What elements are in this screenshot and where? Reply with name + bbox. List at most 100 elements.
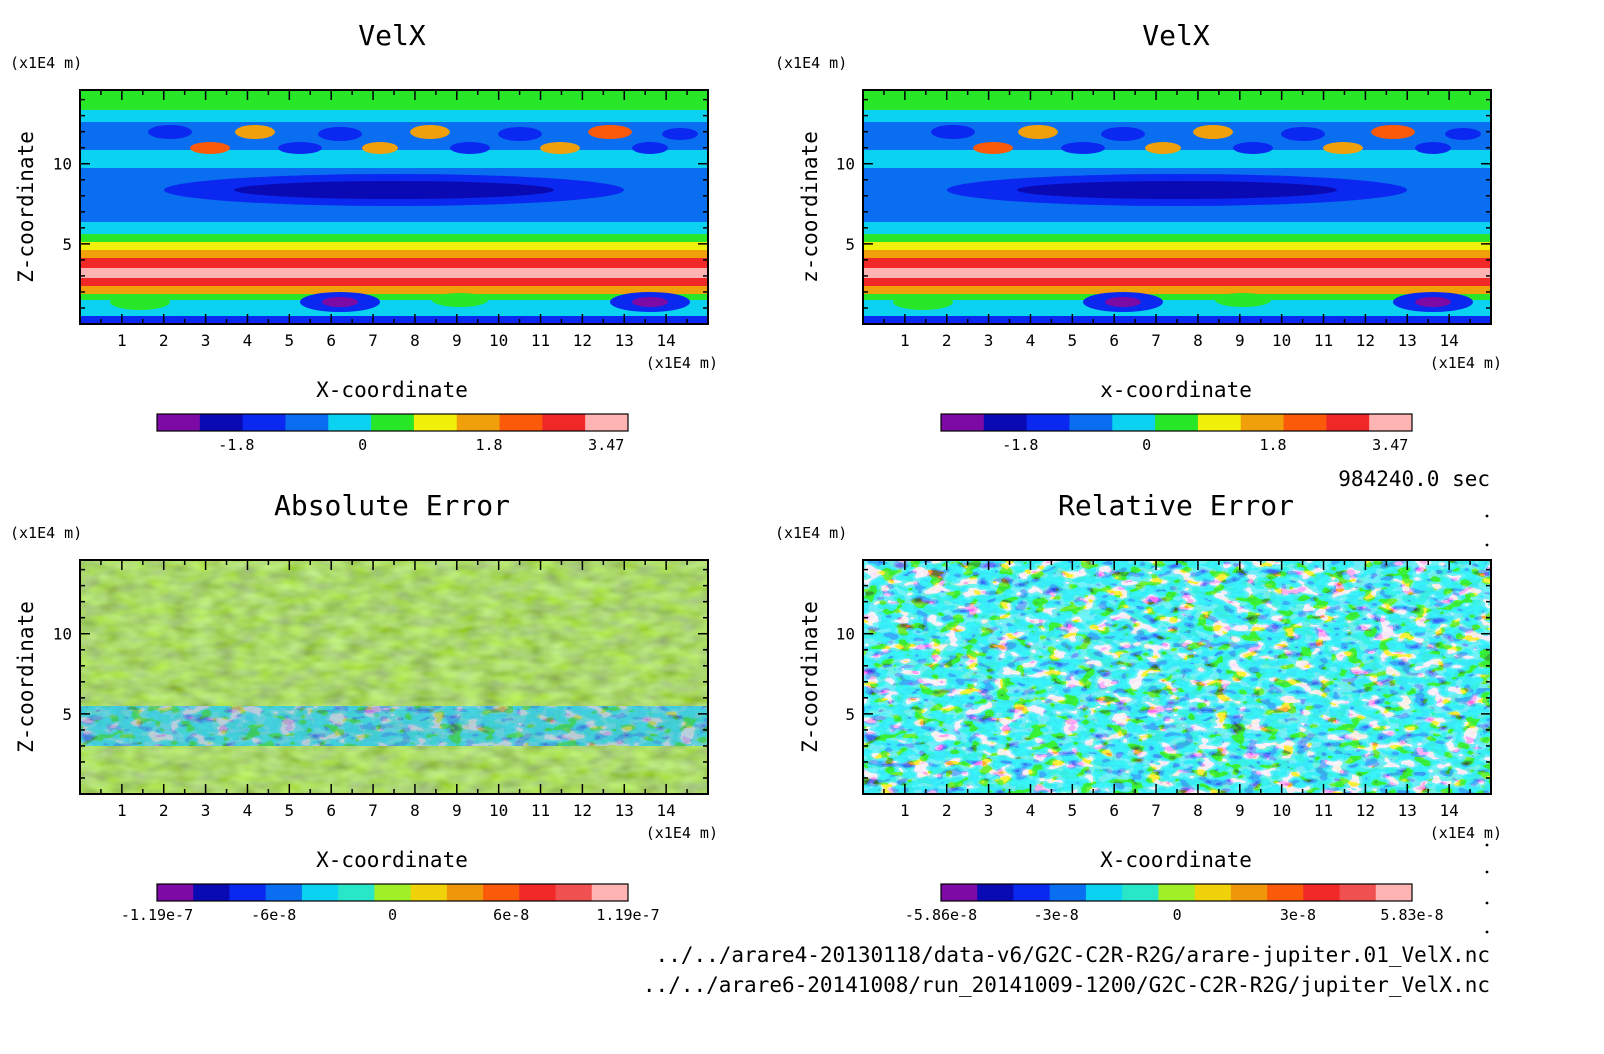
colorbar-swatch (157, 414, 201, 431)
colorbar-swatch (1013, 884, 1051, 901)
x-tick-label: 5 (285, 331, 295, 350)
colorbar-swatch (1283, 414, 1327, 431)
x-tick-label: 3 (201, 801, 211, 820)
panel-absolute-error: Absolute Error (x1E4 m) 1 2 3 4 5 6 7 8 9 10 11 12 1… (10, 489, 718, 924)
x-tick-label: 8 (1193, 331, 1203, 350)
colorbar-swatch (977, 884, 1014, 901)
colorbar-label: 5.83e-8 (1380, 906, 1443, 924)
x-tick-label: 14 (1440, 331, 1459, 350)
x-tick-label: 3 (984, 331, 994, 350)
x-tick-label: 1 (117, 331, 127, 350)
colorbar-frame (156, 883, 629, 902)
colorbar-swatch (157, 884, 194, 901)
colorbar-swatch (519, 884, 557, 901)
y-tick-group: 5 10 (836, 98, 1491, 309)
y-tick-group: 5 10 (53, 98, 708, 309)
x-tick-label: 7 (1151, 331, 1161, 350)
x-tick-label: 14 (1440, 801, 1459, 820)
colorbar-swatch (1158, 884, 1196, 901)
colorbar-label: 0 (388, 906, 397, 924)
colorbar-swatch (1240, 414, 1285, 431)
colorbar-swatch (1267, 884, 1304, 901)
colorbar-label: 3e-8 (1280, 906, 1316, 924)
panel-title: Relative Error (1058, 489, 1294, 522)
y-tick-label: 10 (836, 625, 855, 644)
x-tick-label: 10 (489, 331, 508, 350)
x-tick-label: 1 (117, 801, 127, 820)
colorbar: -1.8 0 1.8 3.47 (156, 413, 629, 454)
x-unit-label: (x1E4 m) (1430, 354, 1502, 372)
x-tick-label: 2 (942, 331, 952, 350)
colorbar-frame (940, 883, 1413, 902)
x-tick-label: 9 (452, 801, 462, 820)
x-tick-label: 9 (452, 331, 462, 350)
x-axis-label: X-coordinate (316, 378, 468, 402)
x-tick-label: 5 (285, 801, 295, 820)
colorbar: -1.8 0 1.8 3.47 (940, 413, 1413, 454)
colorbar-swatch (229, 884, 267, 901)
colorbar-swatch (1026, 414, 1070, 431)
x-tick-label: 2 (159, 801, 169, 820)
x-tick-label: 8 (410, 801, 420, 820)
x-tick-label: 2 (159, 331, 169, 350)
x-tick-label: 11 (531, 801, 550, 820)
y-tick-label: 10 (53, 625, 72, 644)
colorbar-swatch (983, 414, 1028, 431)
x-tick-label: 8 (410, 331, 420, 350)
x-tick-label: 11 (1314, 801, 1333, 820)
x-tick-label: 9 (1235, 801, 1245, 820)
panel-title: VelX (1142, 19, 1210, 52)
colorbar-swatch (1069, 414, 1113, 431)
colorbar-label: 0 (1142, 436, 1151, 454)
x-tick-label: 13 (615, 801, 634, 820)
x-tick-group: 1 2 3 4 5 6 7 8 9 10 11 12 13 14 (79, 560, 709, 820)
colorbar-swatch (285, 414, 329, 431)
colorbar-swatch (1122, 884, 1159, 901)
panel-title: Absolute Error (274, 489, 510, 522)
colorbar-swatch (242, 414, 286, 431)
colorbar-swatch (542, 414, 586, 431)
x-tick-label: 2 (942, 801, 952, 820)
x-tick-label: 4 (243, 331, 253, 350)
colorbar-swatch (941, 884, 978, 901)
colorbar-frame (156, 413, 629, 432)
colorbar-label: -1.8 (218, 436, 254, 454)
file-path-1: ../../arare4-20130118/data-v6/G2C-C2R-R2… (656, 943, 1490, 967)
colorbar-label: -1.19e-7 (121, 906, 193, 924)
colorbar-swatch (374, 884, 412, 901)
margin-dots (1485, 514, 1489, 934)
x-tick-group: 1 2 3 4 5 6 7 8 9 10 11 12 13 14 (862, 560, 1492, 820)
colorbar-label: 1.19e-7 (596, 906, 659, 924)
y-tick-group: 5 10 (836, 568, 1491, 779)
y-unit-label: (x1E4 m) (10, 54, 82, 72)
x-tick-label: 6 (326, 801, 336, 820)
y-unit-label: (x1E4 m) (775, 524, 847, 542)
file-path-2: ../../arare6-20141008/run_20141009-1200/… (643, 973, 1490, 997)
y-axis-label: Z-coordinate (14, 601, 38, 753)
colorbar-swatch (1369, 414, 1413, 431)
colorbar-swatch (1155, 414, 1199, 431)
x-tick-label: 6 (1109, 331, 1119, 350)
colorbar-swatch (1197, 414, 1242, 431)
x-tick-label: 12 (1356, 801, 1375, 820)
x-tick-label: 11 (531, 331, 550, 350)
colorbar-swatch (371, 414, 415, 431)
x-tick-group: 1 2 3 4 5 6 7 8 9 10 11 12 13 14 (79, 90, 709, 350)
x-tick-label: 13 (1398, 801, 1417, 820)
colorbar-label: 1.8 (1259, 436, 1286, 454)
x-tick-label: 12 (573, 801, 592, 820)
colorbar-swatch (1326, 414, 1370, 431)
colorbar-swatch (410, 884, 448, 901)
colorbar-swatch (265, 884, 303, 901)
x-axis-label: X-coordinate (316, 848, 468, 872)
colorbar: -1.19e-7 -6e-8 0 6e-8 1.19e-7 (121, 883, 660, 924)
x-unit-label: (x1E4 m) (646, 824, 718, 842)
x-tick-label: 13 (615, 331, 634, 350)
colorbar-swatch (456, 414, 501, 431)
x-tick-label: 1 (900, 801, 910, 820)
x-tick-label: 5 (1068, 331, 1078, 350)
colorbar-label: 0 (358, 436, 367, 454)
y-tick-label: 10 (836, 155, 855, 174)
x-tick-group: 1 2 3 4 5 6 7 8 9 10 11 12 13 14 (862, 90, 1492, 350)
